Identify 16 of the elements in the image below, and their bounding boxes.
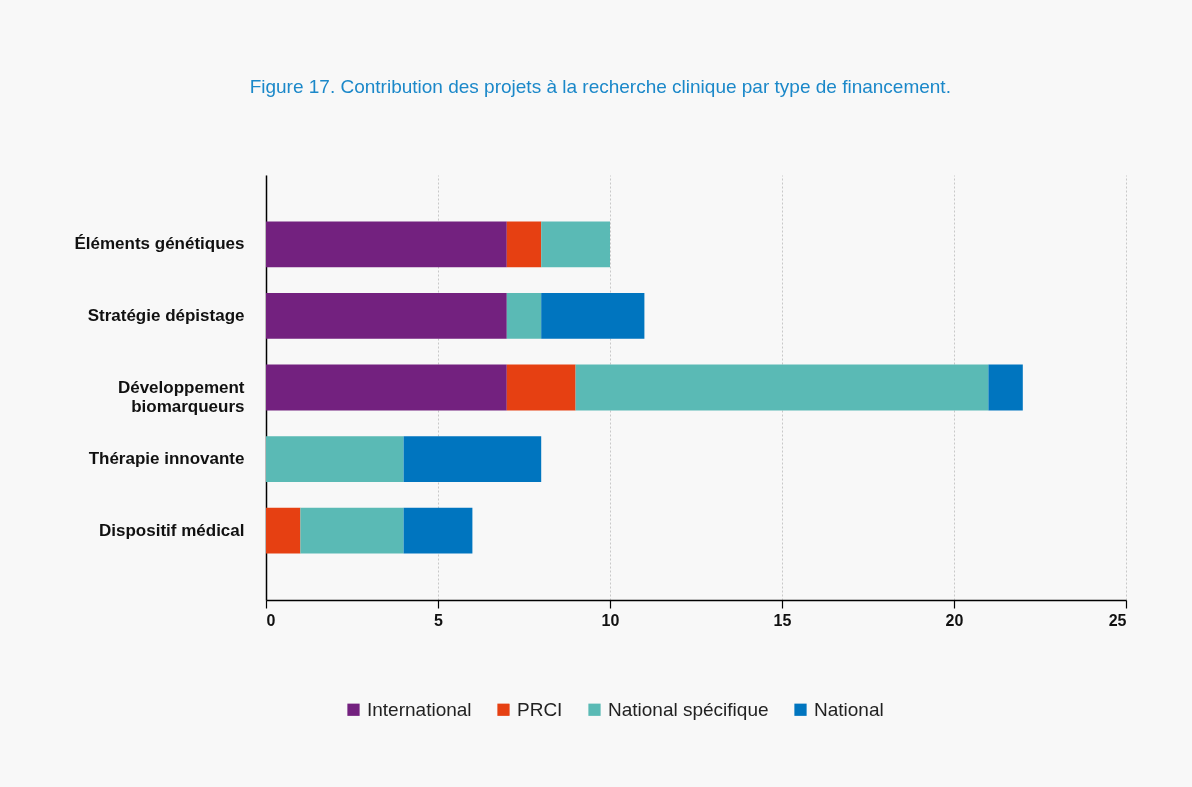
x-tick-label: 0 [266, 611, 276, 629]
x-tick-label: 5 [434, 611, 444, 629]
legend-label: National [814, 698, 884, 720]
y-tick-label: Thérapie innovante [88, 449, 245, 469]
x-tick-label: 15 [773, 611, 792, 629]
y-tick-label: Stratégie dépistage [87, 305, 245, 325]
chart-title: Figure 17. Contribution des projets à la recherche clinique par type de financement. [249, 76, 951, 97]
y-tick-label: Éléments génétiques [74, 234, 245, 254]
x-tick-label: 10 [601, 611, 620, 629]
y-tick-label: Développement biomarqueurs [117, 377, 245, 416]
legend-label: National spécifique [608, 698, 769, 720]
y-tick-label: Dispositif médical [99, 520, 245, 540]
legend-label: PRCI [517, 698, 563, 720]
x-tick-label: 20 [945, 611, 964, 629]
x-tick-label: 25 [1108, 611, 1127, 629]
legend-label: International [367, 698, 472, 720]
